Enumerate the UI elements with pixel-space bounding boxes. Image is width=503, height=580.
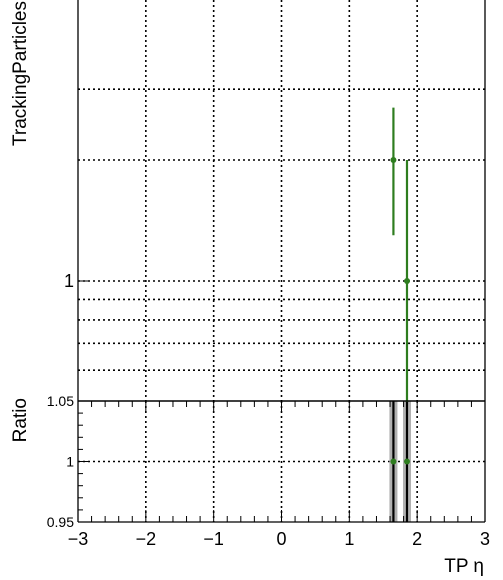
x-tick-label: −1: [203, 529, 224, 549]
main-point: [403, 278, 410, 284]
main-y-tick-label: 1: [64, 271, 74, 291]
ratio-y-tick-label: 1: [66, 454, 74, 470]
ratio-panel-grid: [78, 401, 485, 522]
main-panel-series: [390, 107, 410, 402]
x-tick-label: −2: [136, 529, 157, 549]
x-axis-title: TP η: [444, 556, 484, 577]
ratio-panel-series: [390, 458, 410, 465]
ratio-point: [390, 458, 397, 465]
x-tick-label: 1: [344, 529, 354, 549]
x-tick-label: −3: [68, 529, 89, 549]
x-tick-label: 2: [412, 529, 422, 549]
main-panel-grid: [78, 0, 485, 401]
main-point: [390, 157, 397, 163]
x-tick-label: 0: [276, 529, 286, 549]
ratio-y-tick-label: 0.95: [47, 514, 74, 530]
axis-ticks: [77, 280, 486, 523]
axis-labels: −3 −2 −1 0 1 2 3 1 0.95 1 1.05 TrackingParticles Rat…: [10, 1, 490, 577]
main-y-axis-title: TrackingParticles: [10, 1, 31, 146]
x-tick-label: 3: [480, 529, 490, 549]
ratio-point: [403, 458, 410, 465]
ratio-y-axis-title: Ratio: [10, 398, 31, 442]
ratio-y-tick-label: 1.05: [47, 393, 74, 409]
